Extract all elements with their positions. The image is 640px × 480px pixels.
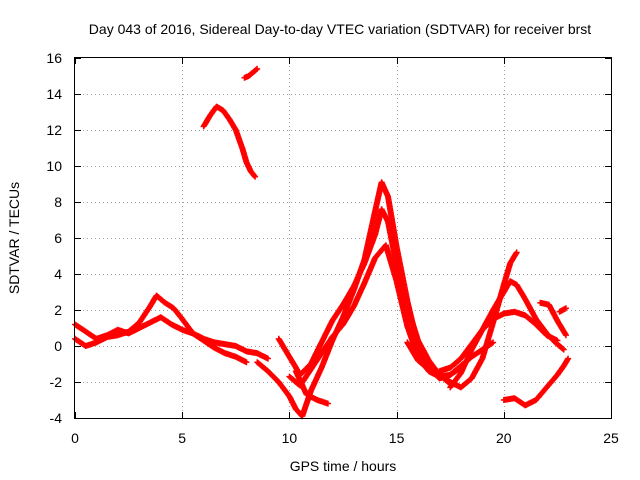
axis-ticks bbox=[75, 58, 612, 419]
data-point bbox=[554, 337, 561, 344]
y-tick-label: 2 bbox=[54, 302, 62, 318]
x-tick-label: 25 bbox=[603, 430, 619, 446]
data-point bbox=[563, 305, 569, 312]
series-arc-14 bbox=[556, 305, 569, 315]
series-arc-8 bbox=[292, 368, 331, 407]
series-arc-2 bbox=[72, 292, 250, 366]
x-axis-label: GPS time / hours bbox=[290, 458, 397, 474]
data-point bbox=[265, 355, 271, 362]
data-point bbox=[251, 172, 258, 179]
series-arc-4 bbox=[241, 65, 261, 81]
data-point bbox=[325, 400, 331, 407]
series-arc-13 bbox=[537, 299, 569, 339]
y-tick-label: 12 bbox=[46, 122, 62, 138]
y-axis-label: SDTVAR / TECUs bbox=[6, 182, 22, 294]
chart-title: Day 043 of 2016, Sidereal Day-to-day VTE… bbox=[89, 21, 591, 37]
series-arc-6 bbox=[275, 206, 454, 387]
y-tick-label: 4 bbox=[54, 266, 62, 282]
x-tick-label: 0 bbox=[71, 430, 79, 446]
data-point bbox=[560, 346, 567, 353]
data-point bbox=[254, 65, 261, 72]
x-tick-label: 20 bbox=[496, 430, 512, 446]
data-point bbox=[243, 359, 250, 366]
series-arc-12 bbox=[500, 355, 572, 409]
y-tick-label: 6 bbox=[54, 230, 62, 246]
data-point bbox=[563, 332, 569, 339]
plot-frame bbox=[74, 57, 612, 419]
grid-lines bbox=[75, 58, 611, 418]
tick-labels: 0 5 10 15 20 25 -4 -2 0 2 4 6 8 10 12 14 16 bbox=[46, 50, 619, 446]
x-tick-label: 10 bbox=[282, 430, 298, 446]
data-points bbox=[72, 65, 572, 420]
data-point bbox=[565, 355, 572, 362]
y-tick-label: 16 bbox=[46, 50, 62, 66]
data-point bbox=[513, 249, 520, 256]
data-point bbox=[490, 339, 497, 346]
data-point bbox=[252, 173, 259, 180]
y-tick-label: 0 bbox=[54, 338, 62, 354]
y-tick-label: 14 bbox=[46, 86, 62, 102]
y-tick-label: -4 bbox=[50, 410, 63, 426]
y-tick-label: 10 bbox=[46, 158, 62, 174]
x-tick-label: 15 bbox=[389, 430, 405, 446]
y-tick-label: -2 bbox=[50, 374, 63, 390]
x-tick-label: 5 bbox=[178, 430, 186, 446]
series-arc-11 bbox=[436, 308, 561, 375]
y-tick-label: 8 bbox=[54, 194, 62, 210]
series-arc-3 bbox=[200, 103, 259, 180]
